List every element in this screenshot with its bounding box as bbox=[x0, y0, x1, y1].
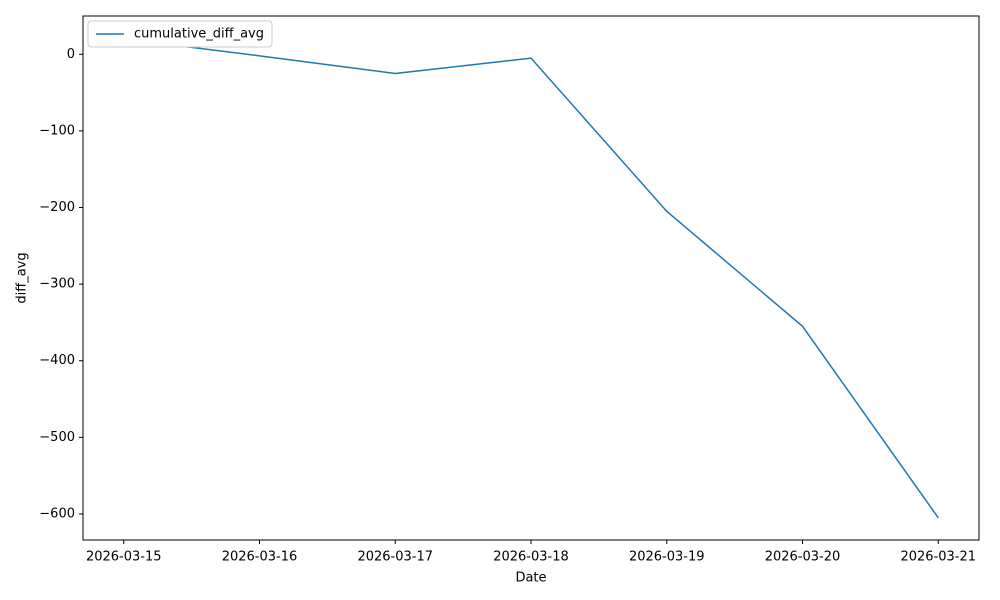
y-tick-label: −400 bbox=[39, 353, 75, 368]
x-tick-label: 2026-03-15 bbox=[86, 550, 162, 565]
y-tick-label: −300 bbox=[39, 277, 75, 292]
legend-box bbox=[87, 20, 273, 48]
legend-label: cumulative_diff_avg bbox=[134, 27, 264, 42]
x-tick-label: 2026-03-17 bbox=[357, 550, 433, 565]
data-line bbox=[123, 38, 939, 519]
y-tick-label: −100 bbox=[39, 123, 75, 138]
x-tick-label: 2026-03-18 bbox=[493, 550, 569, 565]
x-axis-label: Date bbox=[515, 571, 546, 586]
x-tick-label: 2026-03-20 bbox=[765, 550, 841, 565]
y-tick-label: −600 bbox=[39, 506, 75, 521]
y-axis-label: diff_avg bbox=[15, 252, 30, 303]
y-tick-label: −200 bbox=[39, 200, 75, 215]
y-tick-label: −500 bbox=[39, 430, 75, 445]
y-tick-label: 0 bbox=[67, 47, 75, 62]
x-tick-label: 2026-03-19 bbox=[629, 550, 705, 565]
x-tick-label: 2026-03-21 bbox=[900, 550, 976, 565]
legend: cumulative_diff_avg bbox=[87, 20, 273, 48]
x-tick-label: 2026-03-16 bbox=[222, 550, 298, 565]
plot-frame bbox=[82, 15, 980, 541]
